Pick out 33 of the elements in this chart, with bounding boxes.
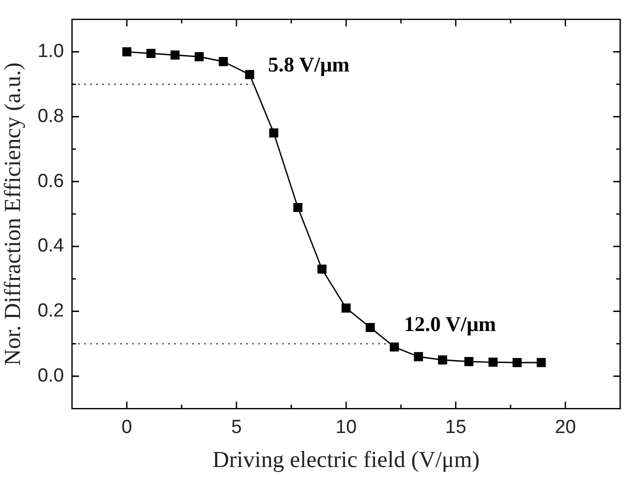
y-tick-label: 0.8 xyxy=(38,106,64,127)
point xyxy=(512,358,522,368)
point xyxy=(438,355,448,364)
y-tick-label: 0.0 xyxy=(38,365,64,386)
point xyxy=(293,202,302,212)
x-tick-label: 5 xyxy=(231,417,242,438)
x-tick-label: 10 xyxy=(336,417,357,438)
point xyxy=(269,128,278,138)
point xyxy=(122,47,132,56)
y-tick-label: 0.4 xyxy=(38,236,64,257)
x-tick-label: 15 xyxy=(445,417,466,438)
point xyxy=(366,322,375,332)
y-axis-title: Nor. Diffraction Efficiency (a.u.) xyxy=(0,62,25,366)
annotation: 12.0 V/μm xyxy=(404,312,496,336)
point xyxy=(414,352,424,362)
point xyxy=(317,264,327,274)
x-axis-title: Driving electric field (V/μm) xyxy=(212,447,480,472)
y-tick-label: 0.6 xyxy=(38,170,64,192)
point xyxy=(464,357,474,366)
point xyxy=(536,358,546,368)
point xyxy=(245,70,254,80)
point xyxy=(194,52,204,62)
y-tick-label: 1.0 xyxy=(38,41,64,62)
y-tick-label: 0.2 xyxy=(38,300,64,322)
annotation: 5.8 V/μm xyxy=(268,52,350,77)
point xyxy=(218,57,228,66)
point xyxy=(170,50,180,60)
x-tick-label: 0 xyxy=(122,417,132,438)
point xyxy=(390,342,399,352)
point xyxy=(342,304,351,313)
x-tick-label: 20 xyxy=(554,417,576,438)
point xyxy=(488,358,498,367)
point xyxy=(146,48,156,58)
